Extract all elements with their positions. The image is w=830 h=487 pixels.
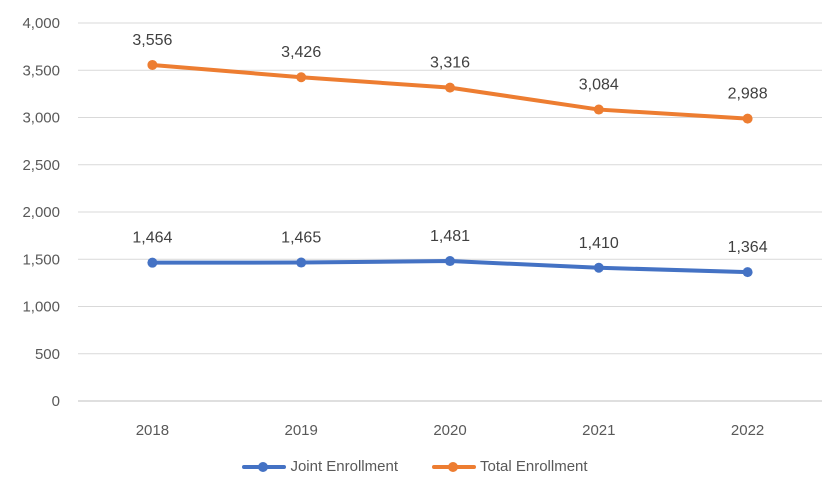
data-label: 2,988: [728, 86, 768, 103]
x-axis: 2018 2019 2020 2021 2022: [136, 422, 765, 439]
data-label: 3,426: [281, 44, 321, 61]
y-axis: 0 500 1,000 1,500 2,000 2,500 3,000 3,500 4,000: [22, 15, 60, 410]
data-label: 1,465: [281, 230, 321, 247]
series-group: [147, 59, 753, 278]
data-point: [445, 256, 455, 267]
line-chart: 05001,0001,5002,0002,5003,0003,5004,000 …: [22, 15, 822, 439]
x-tick-label: 2021: [582, 422, 615, 439]
y-tick-label: 0: [52, 393, 60, 410]
gridlines: [78, 22, 822, 402]
legend-item-total-enrollment: Total Enrollment: [432, 458, 588, 475]
data-label: 3,084: [579, 77, 619, 94]
data-labels: 1,464 1,465 1,481 1,410 1,364 3,556 3,426 3,316…: [132, 32, 767, 256]
y-tick-label: 3,500: [22, 62, 60, 79]
data-point: [593, 104, 604, 115]
x-tick-label: 2019: [285, 422, 318, 439]
data-point: [445, 82, 455, 93]
legend-label-joint-enrollment: Joint Enrollment: [290, 458, 398, 475]
data-label: 1,481: [430, 228, 470, 245]
data-point: [147, 257, 158, 268]
x-tick-label: 2020: [433, 422, 466, 439]
y-tick-label: 1,500: [22, 251, 60, 268]
legend-item-joint-enrollment: Joint Enrollment: [242, 458, 398, 475]
legend-swatch-total-enrollment: [432, 460, 476, 474]
y-tick-label: 4,000: [22, 15, 60, 32]
x-tick-label: 2018: [136, 422, 169, 439]
legend-swatch-joint-enrollment: [242, 460, 287, 474]
data-point: [147, 59, 158, 70]
data-point: [742, 267, 753, 278]
y-tick-label: 2,000: [22, 204, 60, 221]
legend: Joint Enrollment Total Enrollment: [0, 458, 830, 475]
data-label: 1,364: [728, 239, 768, 256]
data-label: 1,410: [579, 235, 619, 252]
data-point: [296, 257, 307, 268]
data-label: 3,556: [132, 32, 172, 49]
data-point: [742, 113, 753, 124]
data-label: 1,464: [132, 230, 172, 247]
y-tick-label: 3,000: [22, 110, 60, 127]
data-point: [296, 72, 307, 83]
y-tick-label: 1,000: [22, 299, 60, 316]
y-tick-label: 500: [35, 346, 60, 363]
y-tick-label: 2,500: [22, 157, 60, 174]
legend-label-total-enrollment: Total Enrollment: [480, 458, 588, 475]
x-tick-label: 2022: [731, 422, 764, 439]
data-point: [593, 262, 604, 273]
data-label: 3,316: [430, 55, 470, 72]
